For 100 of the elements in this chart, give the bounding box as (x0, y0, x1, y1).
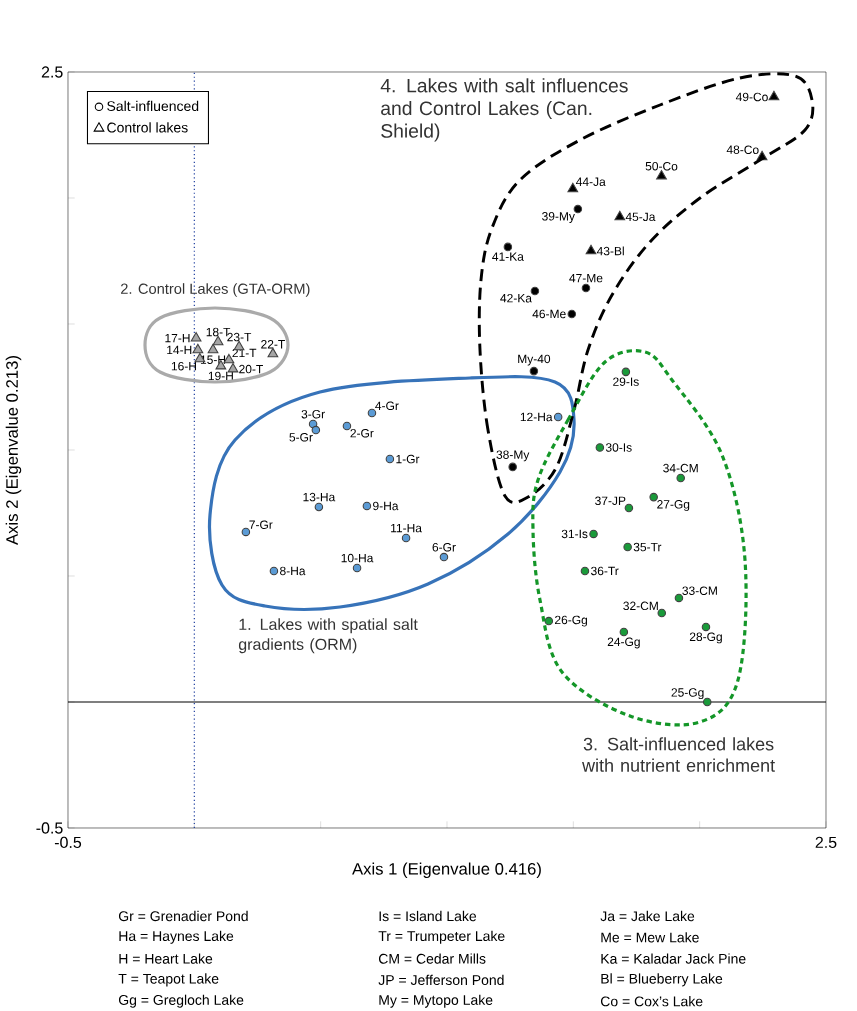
text: Ha = Haynes Lake (119, 930, 234, 944)
point (621, 367, 631, 377)
annotation: 20-T (239, 364, 263, 374)
annotation: 4-Gr (375, 401, 399, 411)
point (585, 244, 597, 255)
annotation: 14-H (167, 345, 192, 355)
point (227, 362, 239, 373)
annotation: 47-Me (569, 273, 603, 283)
annotation: 12-Ha (520, 412, 553, 422)
point (676, 473, 685, 483)
annotation: 6-Gr (432, 542, 456, 552)
annotation: 43-Bl (596, 246, 624, 256)
text: CM = Cedar Mills (378, 953, 486, 964)
annotation: 8-Ha (280, 566, 306, 576)
point (192, 343, 204, 354)
text: My = Mytopo Lake (379, 994, 493, 1008)
annotation: 32-CM (623, 601, 658, 611)
annotation: 37-JP (595, 496, 626, 506)
annotation: 25-Gg (671, 688, 704, 700)
point (352, 563, 362, 573)
point (530, 286, 540, 296)
annotation: 22-T (261, 340, 285, 349)
text: Co = Cox’s Lake (600, 996, 703, 1007)
annotation: 1-Gr (396, 454, 420, 464)
annotation: 7-Gr (249, 520, 273, 529)
point (553, 412, 563, 422)
point (367, 408, 377, 418)
annotation: 35-Tr (633, 542, 662, 552)
annotation: 11-Ha (391, 523, 422, 533)
text: JP = Jefferson Pond (378, 974, 504, 986)
annotation: 28-Gg (689, 632, 722, 644)
annotation: 36-Tr (591, 566, 619, 576)
y-axis-title: Axis 2 (Eigenvalue 0.213) (5, 356, 22, 545)
point (342, 421, 352, 431)
point (314, 502, 324, 512)
text: Gg = Gregloch Lake (118, 994, 244, 1008)
text: Is = Island Lake (379, 910, 477, 922)
point (657, 608, 667, 618)
annotation: 5-Gr (289, 433, 313, 442)
point (573, 204, 583, 214)
annotation: 26-Gg (555, 615, 587, 627)
legend-label: Salt-influenced (107, 100, 199, 112)
annotation: 1. Lakes with spatial salt gradients (ORM) (238, 618, 418, 654)
annotation: 27-Gg (657, 500, 690, 511)
text: H = Heart Lake (119, 953, 213, 964)
annotation: 9-Ha (373, 501, 399, 511)
text: Me = Mew Lake (601, 932, 699, 943)
point (580, 566, 590, 576)
point (503, 242, 513, 252)
point (269, 566, 279, 576)
annotation: 38-My (496, 450, 530, 462)
point (619, 627, 629, 637)
point (207, 343, 219, 354)
point (508, 462, 517, 472)
point (768, 90, 780, 101)
annotation: 13-Ha (303, 492, 336, 502)
text: Ja = Jake Lake (600, 910, 695, 922)
annotation: 24-Gg (607, 637, 640, 649)
annotation: 16-H (171, 361, 196, 371)
annotation: 21-T (232, 348, 257, 358)
point (362, 501, 372, 511)
point (190, 331, 202, 342)
annotation: 42-Ka (500, 293, 532, 303)
annotation: 2-Gr (350, 428, 374, 438)
annotation: My-40 (518, 354, 551, 366)
point (614, 210, 626, 221)
point (624, 503, 634, 513)
annotation: 44-Ja (576, 177, 606, 186)
point (544, 616, 554, 626)
annotation: 46-Me (532, 309, 566, 319)
annotation: 4. Lakes with salt influences and Control Lakes (Can. Shield) (380, 78, 628, 142)
point (674, 593, 684, 603)
annotation: 2. Control Lakes (GTA-ORM) (121, 283, 310, 297)
annotation: 50-Co (645, 161, 678, 171)
annotation: 34-CM (663, 463, 698, 473)
point (702, 697, 712, 707)
annotation: 33-CM (682, 586, 717, 595)
text: Tr = Trumpeter Lake (378, 930, 505, 944)
point (595, 443, 605, 452)
point (567, 309, 577, 319)
annotation: 17-H (165, 333, 190, 343)
annotation: 10-Ha (341, 553, 374, 563)
text: Bl = Blueberry Lake (601, 973, 723, 987)
point (589, 529, 598, 539)
point (439, 552, 449, 562)
point (311, 425, 321, 435)
annotation: 3. Salt-influenced lakes with nutrient enrichment (582, 737, 775, 772)
annotation: 41-Ka (492, 252, 524, 261)
legend-label: Control lakes (107, 122, 188, 133)
point (623, 542, 632, 552)
annotation: 48-Co (726, 145, 759, 154)
point (581, 283, 591, 293)
point (385, 454, 395, 464)
annotation: 29-Is (613, 377, 639, 386)
text: T = Teapot Lake (118, 973, 219, 987)
annotation: 19-H (208, 371, 233, 381)
point (649, 492, 658, 502)
x-axis-title: Axis 1 (Eigenvalue 0.416) (352, 862, 541, 879)
point (241, 527, 251, 537)
text: Ka = Kaladar Jack Pine (601, 953, 746, 964)
